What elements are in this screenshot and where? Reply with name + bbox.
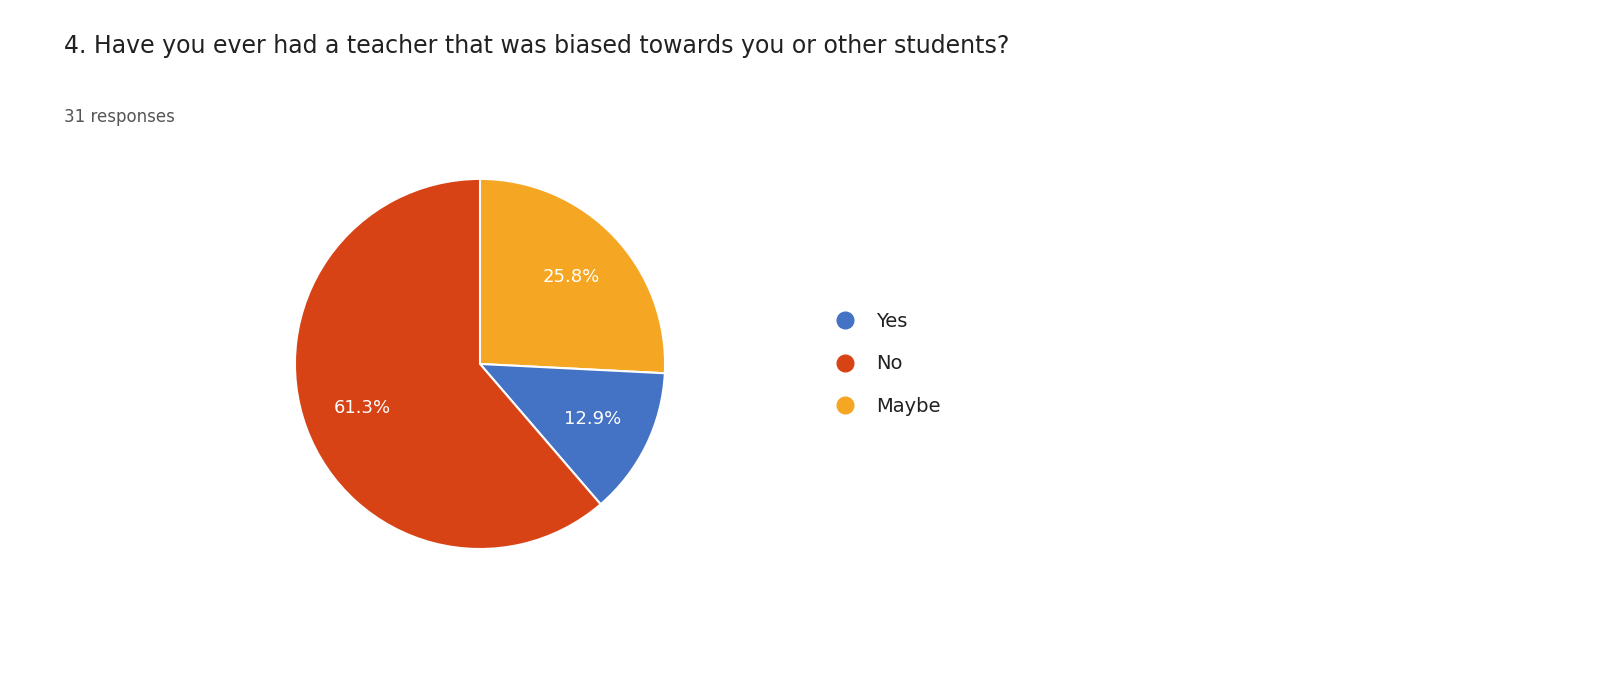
Wedge shape <box>480 179 666 373</box>
Text: 12.9%: 12.9% <box>565 410 622 428</box>
Text: 25.8%: 25.8% <box>542 268 600 286</box>
Wedge shape <box>294 179 600 549</box>
Text: 4. Have you ever had a teacher that was biased towards you or other students?: 4. Have you ever had a teacher that was … <box>64 34 1010 58</box>
Text: 31 responses: 31 responses <box>64 108 174 126</box>
Text: 61.3%: 61.3% <box>333 399 390 417</box>
Wedge shape <box>480 364 666 504</box>
Legend: Yes, No, Maybe: Yes, No, Maybe <box>816 303 950 425</box>
